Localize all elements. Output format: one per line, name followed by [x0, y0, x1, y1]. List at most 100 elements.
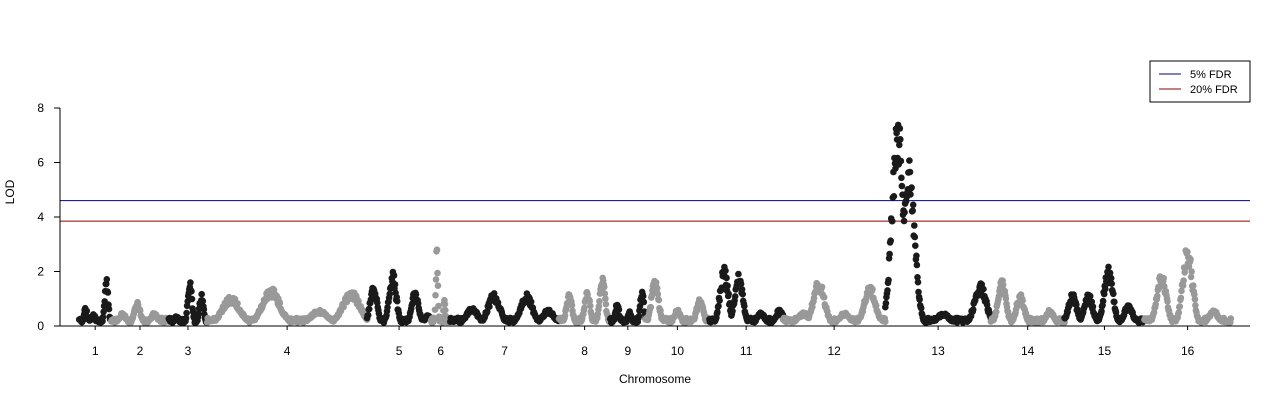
data-point: [1184, 248, 1191, 256]
data-point: [83, 307, 91, 315]
y-tick-label: 0: [37, 319, 44, 333]
data-point: [739, 290, 746, 298]
data-point: [596, 298, 603, 305]
data-point: [889, 217, 896, 225]
data-point: [995, 292, 1003, 300]
data-point: [1190, 282, 1197, 289]
data-point: [183, 309, 190, 317]
data-point: [916, 296, 923, 303]
x-tick-label: 5: [396, 344, 403, 358]
data-point: [900, 217, 908, 225]
data-point: [890, 193, 898, 200]
data-point: [640, 298, 648, 306]
chromosome-1-points: [75, 276, 115, 326]
legend-label: 20% FDR: [1190, 84, 1238, 96]
data-point: [136, 307, 144, 315]
x-tick-label: 11: [740, 344, 753, 358]
data-point: [234, 300, 241, 307]
data-point: [182, 314, 190, 322]
data-point: [654, 290, 662, 298]
data-point: [914, 274, 921, 281]
data-point: [441, 300, 449, 308]
data-point: [1106, 269, 1114, 277]
data-point: [188, 288, 195, 295]
y-axis: 0 2 4 6 8: [37, 101, 61, 333]
data-point: [652, 279, 660, 286]
data-point: [980, 285, 987, 293]
data-point: [1227, 315, 1235, 322]
data-point: [1177, 294, 1185, 302]
x-tick-label: 10: [671, 344, 685, 358]
data-point: [568, 302, 576, 309]
x-axis-title: Chromosome: [619, 372, 691, 386]
data-point: [527, 298, 535, 306]
data-point: [432, 276, 440, 283]
data-point: [655, 296, 663, 304]
data-point: [490, 290, 498, 297]
data-point: [602, 295, 609, 303]
x-tick-label: 2: [137, 344, 144, 358]
data-point: [914, 278, 922, 286]
data-point: [898, 182, 906, 190]
data-point: [601, 283, 608, 291]
data-point: [647, 303, 655, 311]
data-point: [735, 270, 742, 278]
x-axis: 1 2 3 4 5 6 7 8 9 10 11 12 13 14 15 16: [60, 325, 1250, 358]
x-tick-label: 1: [92, 344, 99, 358]
data-point: [897, 136, 904, 143]
data-point: [913, 261, 921, 269]
data-point: [731, 293, 739, 300]
data-point: [1180, 277, 1187, 284]
data-point: [386, 290, 394, 298]
data-point: [648, 292, 656, 299]
chromosome-10-points: [642, 277, 713, 326]
data-point: [1019, 297, 1026, 304]
data-point: [885, 276, 892, 284]
y-axis-title: LOD: [3, 179, 17, 204]
data-point: [1187, 255, 1194, 263]
data-point: [1102, 285, 1109, 293]
data-point: [391, 281, 399, 288]
data-point: [898, 174, 905, 182]
data-point: [1175, 309, 1183, 316]
legend-box: [1149, 60, 1251, 103]
data-point: [882, 318, 889, 326]
data-point: [99, 313, 107, 321]
data-point: [906, 157, 913, 164]
data-point: [1176, 303, 1184, 310]
data-point: [869, 285, 876, 293]
chromosome-12-points: [779, 279, 889, 326]
data-point: [886, 250, 893, 258]
data-point: [738, 286, 746, 293]
chromosome-4-points: [203, 285, 371, 326]
data-point: [896, 141, 903, 149]
data-point: [393, 297, 401, 305]
data-point: [187, 279, 194, 286]
data-point: [729, 307, 736, 315]
data-point: [722, 267, 729, 275]
data-point: [581, 304, 588, 312]
x-tick-label: 6: [437, 344, 444, 358]
chromosome-16-points: [1141, 247, 1235, 326]
data-point: [820, 293, 828, 301]
data-point: [913, 252, 920, 260]
data-point: [1110, 290, 1117, 298]
data-point: [434, 269, 441, 277]
x-tick-label: 12: [827, 344, 841, 358]
data-point: [1099, 297, 1107, 305]
data-point: [1098, 307, 1105, 315]
data-point: [435, 302, 442, 310]
data-point: [635, 313, 643, 320]
x-tick-label: 9: [624, 344, 631, 358]
data-point: [909, 207, 916, 214]
chromosome-8-points: [555, 274, 614, 326]
data-point: [983, 301, 991, 309]
data-point: [737, 280, 745, 288]
data-point: [741, 302, 748, 310]
data-point: [486, 303, 493, 311]
data-point: [714, 308, 721, 316]
data-point: [1089, 303, 1097, 310]
y-tick-label: 8: [37, 101, 44, 115]
points-layer: [75, 121, 1235, 327]
